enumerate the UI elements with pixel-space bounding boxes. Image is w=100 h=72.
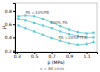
marker <box>24 19 26 21</box>
marker <box>85 32 88 35</box>
marker <box>68 28 71 31</box>
marker <box>42 24 44 26</box>
marker <box>33 22 35 24</box>
marker <box>17 15 20 18</box>
y-axis: 0.20.40.60.8 <box>5 4 16 54</box>
annotation: 100% PA <box>50 20 68 25</box>
y-tick-mark <box>13 24 15 25</box>
x-axis-label: p (MPa) <box>48 60 65 65</box>
marker <box>42 18 45 21</box>
y-tick: 0.8 <box>5 9 15 14</box>
x-tick: 0.5 <box>31 52 38 59</box>
marker <box>76 43 79 46</box>
marker <box>32 30 35 33</box>
x-tick-label: 1.1 <box>83 54 90 59</box>
x-tick-label: 0.9 <box>66 54 73 59</box>
marker <box>17 24 20 27</box>
y-tick-mark <box>13 11 15 12</box>
marker <box>24 26 27 29</box>
x-tick-label: 0.3 <box>14 54 21 59</box>
y-axis-line <box>13 4 16 53</box>
x-tick-label: 0.7 <box>49 54 56 59</box>
series-line <box>18 26 93 45</box>
y-tick: 0.2 <box>5 49 15 54</box>
marker <box>59 25 62 28</box>
marker <box>85 42 88 45</box>
marker <box>51 27 53 29</box>
x-axis: 0.3 0.5 0.7 0.9 1.1 <box>14 52 98 59</box>
y-axis-label: μ <box>0 26 7 30</box>
x-tick: 0.3 <box>14 52 21 59</box>
marker <box>50 36 53 39</box>
marker <box>92 32 95 35</box>
marker <box>24 14 27 17</box>
y-tick-label: 0.4 <box>5 35 12 40</box>
chart: 0.30.50.70.91.10.20.40.60.8PA =10%PB100%… <box>0 0 100 72</box>
x-tick: 0.7 <box>49 52 56 59</box>
marker <box>33 15 36 18</box>
y-tick: 0.4 <box>5 35 15 40</box>
x-tick: 1.1 <box>83 52 90 59</box>
plot-frame <box>15 3 97 52</box>
marker <box>92 36 94 38</box>
plot: 0.30.50.70.91.10.20.40.60.8PA =10%PB100%… <box>5 3 98 59</box>
annotation: PA =10%PB <box>25 10 49 15</box>
y-tick-label: 0.8 <box>5 9 12 14</box>
y-tick-mark <box>13 37 15 38</box>
marker <box>92 40 95 43</box>
marker <box>17 18 19 20</box>
marker <box>41 33 44 36</box>
marker <box>77 31 80 34</box>
y-tick-label: 0.2 <box>5 49 12 54</box>
marker <box>67 41 70 44</box>
series-line <box>18 16 93 34</box>
y-tick-mark <box>13 51 15 52</box>
annotations: PA =10%PB100% PA PA =20%PTFE <box>25 10 87 41</box>
annotation: PA =20%PTFE <box>59 35 88 40</box>
data-layer <box>17 14 95 45</box>
x-tick: 0.9 <box>66 52 73 59</box>
marker <box>59 30 61 32</box>
x-tick-label: 0.5 <box>31 54 38 59</box>
footnote: v = 60 cm/s <box>40 66 64 71</box>
